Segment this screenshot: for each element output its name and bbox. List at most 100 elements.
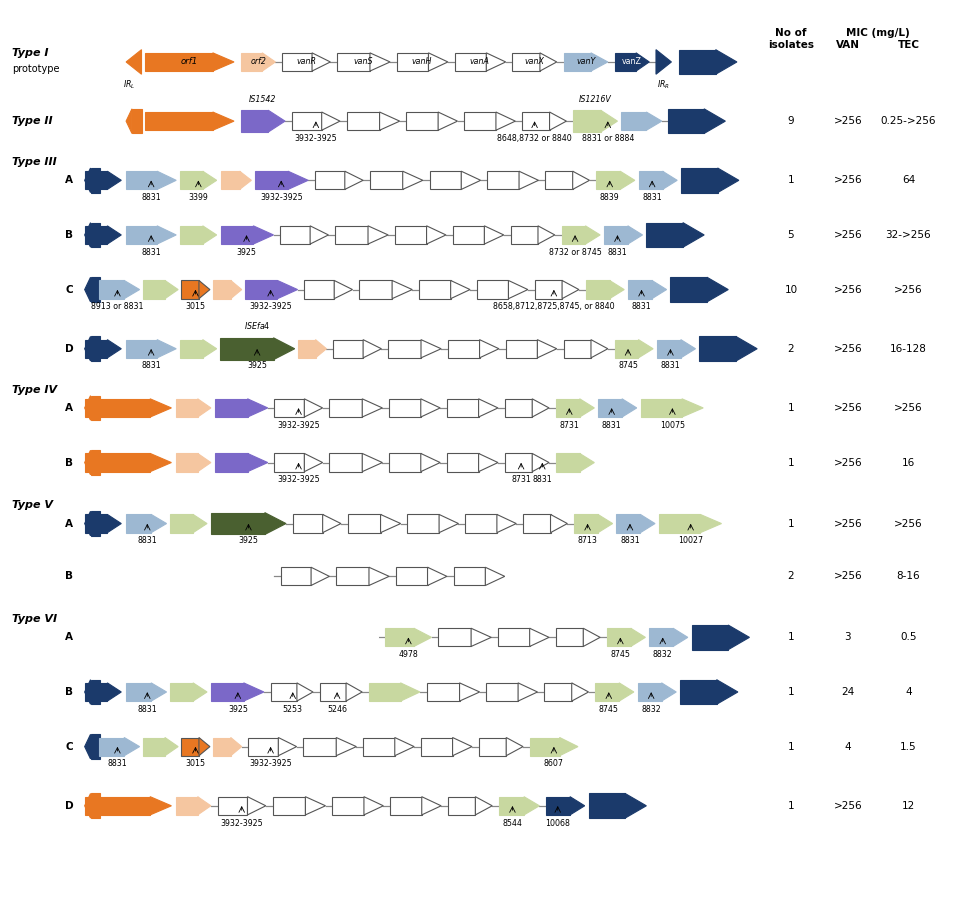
Text: 8831: 8831: [138, 704, 157, 714]
Polygon shape: [240, 110, 268, 132]
Polygon shape: [636, 53, 649, 71]
Polygon shape: [181, 737, 199, 756]
Polygon shape: [329, 398, 362, 417]
Text: >256: >256: [894, 285, 922, 295]
Polygon shape: [84, 226, 108, 244]
Polygon shape: [663, 171, 677, 190]
Polygon shape: [680, 680, 717, 704]
Polygon shape: [506, 340, 538, 358]
Text: 3015: 3015: [185, 759, 205, 769]
Text: 3925: 3925: [247, 362, 267, 370]
Polygon shape: [459, 683, 480, 701]
Polygon shape: [619, 683, 634, 701]
Text: 10: 10: [784, 285, 797, 295]
Polygon shape: [345, 171, 363, 190]
Polygon shape: [682, 398, 703, 417]
Polygon shape: [312, 53, 330, 71]
Polygon shape: [729, 625, 749, 649]
Polygon shape: [213, 737, 231, 756]
Polygon shape: [272, 797, 305, 815]
Polygon shape: [477, 280, 509, 299]
Polygon shape: [591, 340, 608, 358]
Polygon shape: [220, 338, 273, 360]
Polygon shape: [625, 793, 646, 818]
Polygon shape: [203, 171, 217, 190]
Polygon shape: [248, 453, 267, 472]
Text: 3925: 3925: [236, 247, 257, 256]
Polygon shape: [707, 278, 729, 302]
Text: 1: 1: [788, 175, 795, 185]
Text: Type IV: Type IV: [13, 385, 57, 395]
Polygon shape: [453, 737, 472, 756]
Polygon shape: [90, 223, 100, 247]
Polygon shape: [180, 226, 203, 244]
Text: IR$_R$: IR$_R$: [657, 79, 671, 91]
Polygon shape: [631, 628, 645, 647]
Polygon shape: [386, 628, 414, 647]
Text: 8713: 8713: [578, 536, 598, 545]
Polygon shape: [530, 628, 549, 647]
Text: 8831: 8831: [138, 536, 157, 545]
Text: 0.5: 0.5: [900, 632, 917, 642]
Polygon shape: [90, 451, 100, 474]
Polygon shape: [198, 797, 211, 815]
Polygon shape: [414, 628, 431, 647]
Polygon shape: [108, 171, 121, 190]
Polygon shape: [403, 171, 422, 190]
Text: 8831: 8831: [608, 247, 627, 256]
Polygon shape: [334, 280, 353, 299]
Text: 10075: 10075: [660, 420, 685, 430]
Polygon shape: [124, 737, 140, 756]
Polygon shape: [646, 223, 683, 247]
Polygon shape: [218, 797, 247, 815]
Polygon shape: [532, 453, 549, 472]
Polygon shape: [451, 280, 470, 299]
Polygon shape: [157, 226, 176, 244]
Polygon shape: [598, 515, 612, 533]
Polygon shape: [304, 398, 323, 417]
Polygon shape: [530, 737, 560, 756]
Polygon shape: [213, 280, 231, 299]
Text: 8831: 8831: [108, 759, 127, 769]
Polygon shape: [564, 53, 591, 71]
Polygon shape: [396, 567, 427, 585]
Polygon shape: [538, 340, 557, 358]
Text: 10027: 10027: [678, 536, 703, 545]
Polygon shape: [180, 171, 203, 190]
Polygon shape: [471, 628, 491, 647]
Text: 1: 1: [788, 801, 795, 811]
Polygon shape: [535, 280, 562, 299]
Polygon shape: [248, 737, 278, 756]
Text: >256: >256: [833, 801, 862, 811]
Text: 2: 2: [788, 344, 795, 354]
Text: 3932-3925: 3932-3925: [220, 819, 263, 827]
Polygon shape: [692, 625, 729, 649]
Polygon shape: [143, 280, 165, 299]
Polygon shape: [84, 515, 108, 533]
Polygon shape: [359, 628, 379, 647]
Polygon shape: [704, 109, 726, 134]
Polygon shape: [329, 453, 362, 472]
Text: B: B: [65, 572, 74, 582]
Text: 5246: 5246: [328, 704, 347, 714]
Text: 1: 1: [788, 518, 795, 529]
Polygon shape: [165, 737, 178, 756]
Text: >256: >256: [894, 403, 922, 413]
Polygon shape: [304, 280, 334, 299]
Polygon shape: [265, 513, 286, 534]
Text: C: C: [65, 285, 73, 295]
Polygon shape: [84, 453, 150, 472]
Polygon shape: [198, 398, 211, 417]
Polygon shape: [509, 280, 528, 299]
Polygon shape: [532, 398, 549, 417]
Polygon shape: [595, 683, 619, 701]
Polygon shape: [461, 171, 481, 190]
Polygon shape: [278, 737, 297, 756]
Polygon shape: [282, 53, 312, 71]
Text: A: A: [65, 518, 74, 529]
Polygon shape: [406, 112, 438, 130]
Polygon shape: [193, 515, 207, 533]
Polygon shape: [550, 515, 568, 533]
Polygon shape: [239, 171, 251, 190]
Polygon shape: [126, 340, 157, 358]
